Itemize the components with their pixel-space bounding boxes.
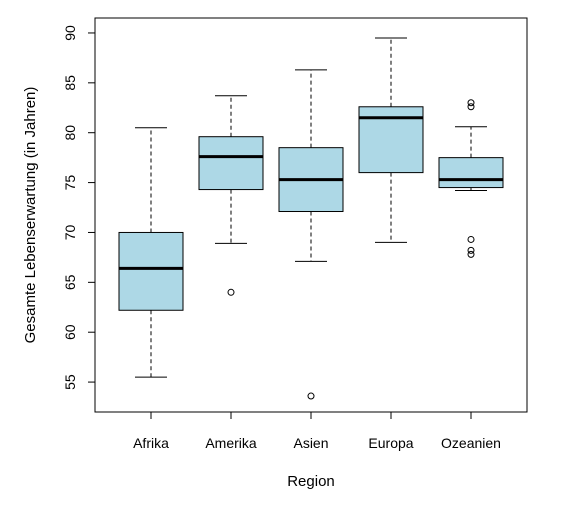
box-amerika [198,95,264,296]
plot-area [94,17,528,413]
box-iqr [198,136,264,191]
box-ozeanien [438,99,504,258]
outlier-point [467,99,475,107]
y-tick-label: 70 [62,224,78,240]
box-iqr [438,157,504,189]
y-tick-label: 75 [62,175,78,191]
x-tick-label: Afrika [133,435,169,451]
y-tick-label: 85 [62,75,78,91]
outlier-point [467,246,475,254]
box-europa [358,37,424,243]
x-axis-title: Region [287,473,335,490]
y-tick-label: 55 [62,374,78,390]
y-tick-label: 60 [62,324,78,340]
outlier-point [307,392,315,400]
outlier-point [467,235,475,243]
x-tick-label: Europa [368,435,413,451]
y-tick-label: 80 [62,125,78,141]
outlier-point [227,288,235,296]
y-axis: 55 60 65 70 75 80 85 90 [62,25,95,390]
y-tick-label: 65 [62,274,78,290]
outlier-point [467,250,475,258]
outlier-point [467,103,475,111]
box-afrika [118,127,184,378]
y-tick-label: 90 [62,25,78,41]
x-tick-label: Amerika [205,435,257,451]
y-axis-title: Gesamte Lebenserwartung (in Jahren) [22,87,39,344]
box-asien [278,69,344,400]
box-iqr [118,231,184,311]
x-tick-label: Asien [293,435,328,451]
x-axis: Afrika Amerika Asien Europa Ozeanien [133,412,501,451]
x-tick-label: Ozeanien [441,435,501,451]
